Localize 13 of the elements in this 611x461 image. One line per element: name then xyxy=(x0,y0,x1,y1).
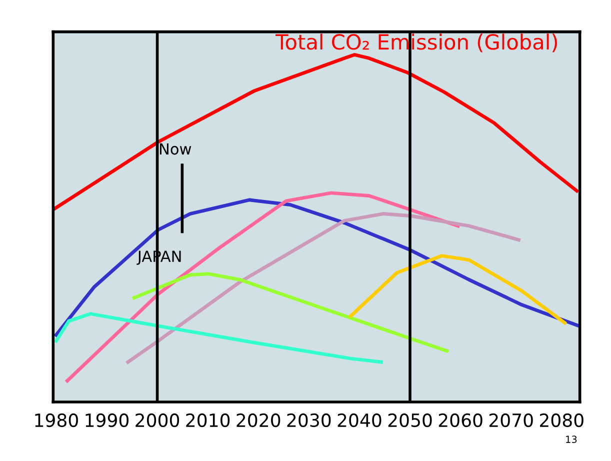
x-tick-label: 2040 xyxy=(338,413,382,428)
x-tick-label: 2030 xyxy=(287,413,331,428)
x-tick-label: 2020 xyxy=(236,413,280,428)
x-tick-label: 2050 xyxy=(388,413,432,428)
text: 13 xyxy=(566,436,577,443)
x-tick-label: 1980 xyxy=(35,413,78,428)
x-tick-label: 2060 xyxy=(438,413,482,428)
x-tick-label: 2080 xyxy=(540,413,584,428)
annotation: Now xyxy=(160,143,192,155)
x-tick-label: 2010 xyxy=(186,413,230,428)
x-tick-label: 2000 xyxy=(136,413,180,428)
x-tick-label: 2070 xyxy=(489,413,533,428)
x-tick-label: 1990 xyxy=(86,413,129,428)
